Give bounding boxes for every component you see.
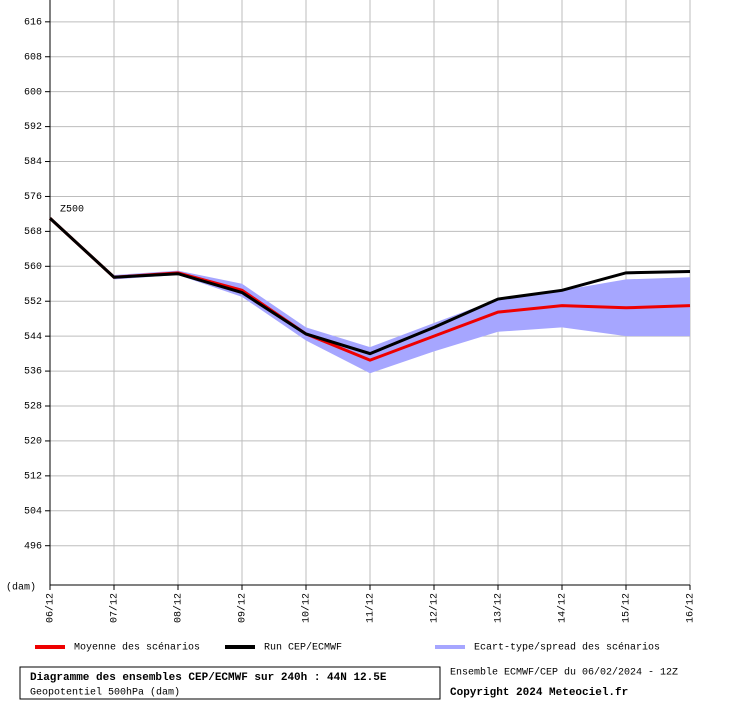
legend-label: Run CEP/ECMWF [264,642,342,654]
x-tick-label: 09/12 [237,593,249,623]
spread-band [50,218,690,374]
x-tick-label: 13/12 [493,593,505,623]
y-tick-label: 512 [24,471,42,482]
x-tick-label: 07/12 [109,593,121,623]
footer-copyright: Copyright 2024 Meteociel.fr [450,687,628,699]
footer-run: Ensemble ECMWF/CEP du 06/02/2024 - 12Z [450,667,678,679]
y-tick-label: 568 [24,227,42,238]
y-tick-label: 576 [24,192,42,203]
y-tick-label: 600 [24,87,42,98]
footer-subtitle: Geopotentiel 500hPa (dam) [30,687,180,699]
x-tick-label: 10/12 [301,593,313,623]
y-tick-label: 520 [24,437,42,448]
x-tick-label: 16/12 [685,593,697,623]
x-tick-label: 12/12 [429,593,441,623]
x-tick-label: 08/12 [173,593,185,623]
footer-box [19,666,441,700]
legend-label: Ecart-type/spread des scénarios [474,642,660,654]
y-tick-label: 504 [24,506,42,517]
y-tick-label: 560 [24,262,42,273]
annotation: Z500 [60,205,84,216]
y-tick-label: 528 [24,402,42,413]
y-tick-label: 552 [24,297,42,308]
y-tick-label: 584 [24,157,42,168]
y-tick-label: 608 [24,52,42,63]
x-tick-label: 15/12 [621,593,633,623]
legend-label: Moyenne des scénarios [74,642,200,654]
y-tick-label: 496 [24,541,42,552]
x-tick-label: 11/12 [365,593,377,623]
plot: 496 504 512 520 528 536 544 552 560 568 576 584 592 6… [24,0,697,654]
y-tick-label: 616 [24,17,42,28]
y-tick-label: 536 [24,367,42,378]
y-tick-label: 592 [24,122,42,133]
y-unit: (dam) [6,582,36,594]
series-line [48,217,691,356]
footer-title: Diagramme des ensembles CEP/ECMWF sur 24… [30,672,387,684]
y-tick-label: 544 [24,332,42,343]
x-tick-label: 14/12 [557,593,569,623]
x-tick-label: 06/12 [45,593,57,623]
